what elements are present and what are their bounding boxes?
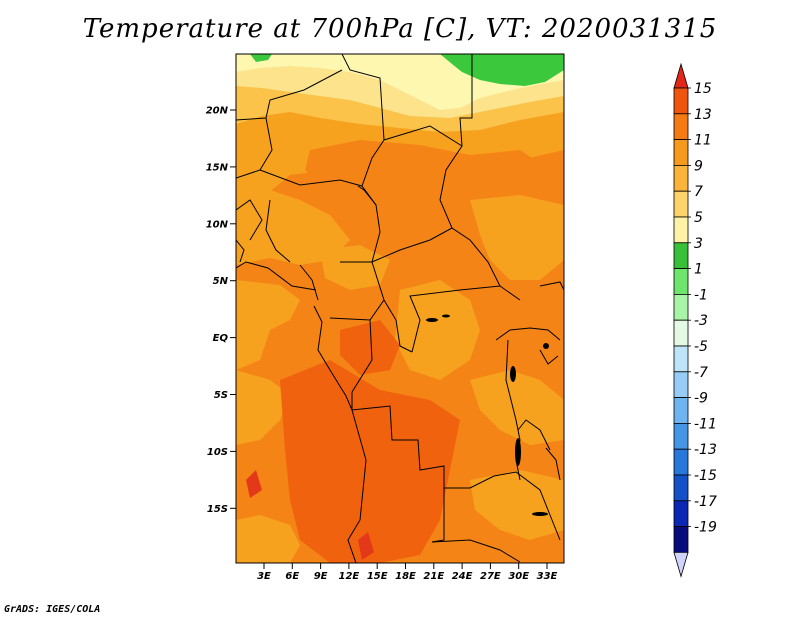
field-orange-gulf: [236, 280, 300, 370]
lon-tick-label: 9E: [314, 571, 328, 582]
colorbar-swatch: [673, 190, 689, 218]
colorbar-label: -1: [694, 287, 708, 303]
temperature-field: [236, 54, 564, 563]
colorbar-label: -11: [694, 416, 717, 432]
colorbar-swatch: [673, 526, 689, 553]
lon-tick-label: 30E: [508, 571, 529, 582]
colorbar-label: 7: [694, 184, 703, 200]
field-red-spot-a: [246, 470, 262, 498]
country-borders: [236, 54, 564, 563]
colorbar-swatch: [673, 448, 689, 476]
colorbar: 15 13 11 9 7 5 3 1 -1 -3 -5 -7 -9 -11 -13 -15 -17 -19: [673, 62, 717, 578]
colorbar-swatch: [673, 164, 689, 192]
lon-tick-label: 21E: [423, 571, 444, 582]
field-red-orange-central: [340, 320, 400, 375]
colorbar-top-arrow: [673, 62, 689, 89]
field-red-orange-core: [280, 360, 460, 563]
lat-tick-label: EQ: [213, 333, 229, 344]
lat-tick-label: 10S: [207, 447, 228, 458]
lakes: [426, 314, 549, 516]
lon-tick-label: 6E: [285, 571, 299, 582]
latitude-axis: 20N 15N 10N 5N EQ 5S 10S 15S: [206, 106, 236, 515]
longitude-axis: 3E 6E 9E 12E 15E 18E 21E 24E 27E 30E 33E: [257, 563, 558, 582]
colorbar-swatch: [673, 422, 689, 450]
lon-tick-label: 15E: [367, 571, 388, 582]
lat-tick-label: 10N: [206, 219, 229, 230]
lon-tick-label: 24E: [452, 571, 473, 582]
field-orange-south: [236, 515, 300, 563]
colorbar-label: 9: [694, 158, 703, 174]
colorbar-swatch: [673, 139, 689, 166]
colorbar-swatch: [673, 474, 689, 502]
colorbar-label: -15: [694, 468, 717, 484]
colorbar-swatch: [673, 216, 689, 244]
colorbar-swatch: [673, 500, 689, 527]
colorbar-swatch: [673, 87, 689, 115]
map-frame: [235, 53, 565, 564]
field-green-northwest: [250, 54, 272, 62]
lat-tick-label: 15S: [207, 504, 228, 515]
colorbar-label: 15: [694, 81, 712, 97]
colorbar-swatch: [673, 345, 689, 373]
colorbar-swatch: [673, 293, 689, 321]
field-orange-cameroon: [320, 245, 390, 290]
colorbar-swatch: [673, 268, 689, 295]
colorbar-label: -13: [694, 442, 717, 458]
colorbar-label: -19: [694, 520, 717, 536]
field-orange-lakes: [470, 370, 564, 445]
colorbar-label: 3: [694, 236, 703, 252]
colorbar-bottom-arrow: [673, 552, 689, 578]
colorbar-label: 13: [694, 107, 712, 123]
lon-tick-label: 12E: [339, 571, 360, 582]
grads-credit: GrADS: IGES/COLA: [4, 604, 101, 615]
lon-tick-label: 18E: [395, 571, 416, 582]
field-green-north: [440, 54, 564, 86]
colorbar-swatch: [673, 319, 689, 347]
colorbar-swatch: [673, 397, 689, 424]
field-red-spot-b: [358, 532, 374, 560]
lat-tick-label: 5N: [213, 276, 229, 287]
chart-title: Temperature at 700hPa [C], VT: 202003131…: [82, 14, 718, 44]
lat-tick-label: 15N: [206, 162, 229, 173]
colorbar-label: 1: [694, 262, 703, 278]
lon-tick-label: 3E: [257, 571, 271, 582]
lat-tick-label: 20N: [206, 106, 229, 117]
lon-tick-label: 27E: [480, 571, 501, 582]
field-orange-west-africa: [236, 190, 350, 265]
colorbar-label: -17: [694, 494, 717, 510]
colorbar-label: -5: [694, 339, 708, 355]
field-orange-congo: [395, 280, 480, 380]
colorbar-label: 11: [694, 133, 712, 149]
colorbar-label: -3: [694, 313, 708, 329]
colorbar-label: -7: [694, 365, 708, 381]
lat-tick-label: 5S: [214, 390, 228, 401]
colorbar-swatch: [673, 242, 689, 270]
field-orange-angola-west: [236, 370, 290, 445]
colorbar-label: 5: [694, 210, 703, 226]
colorbar-label: -9: [694, 391, 708, 407]
field-dark-core-chad: [305, 140, 550, 230]
field-orange-southeast: [470, 470, 564, 540]
field-orange-east: [470, 195, 564, 280]
colorbar-swatch: [673, 113, 689, 141]
lon-tick-label: 33E: [537, 571, 558, 582]
colorbar-swatch: [673, 371, 689, 398]
